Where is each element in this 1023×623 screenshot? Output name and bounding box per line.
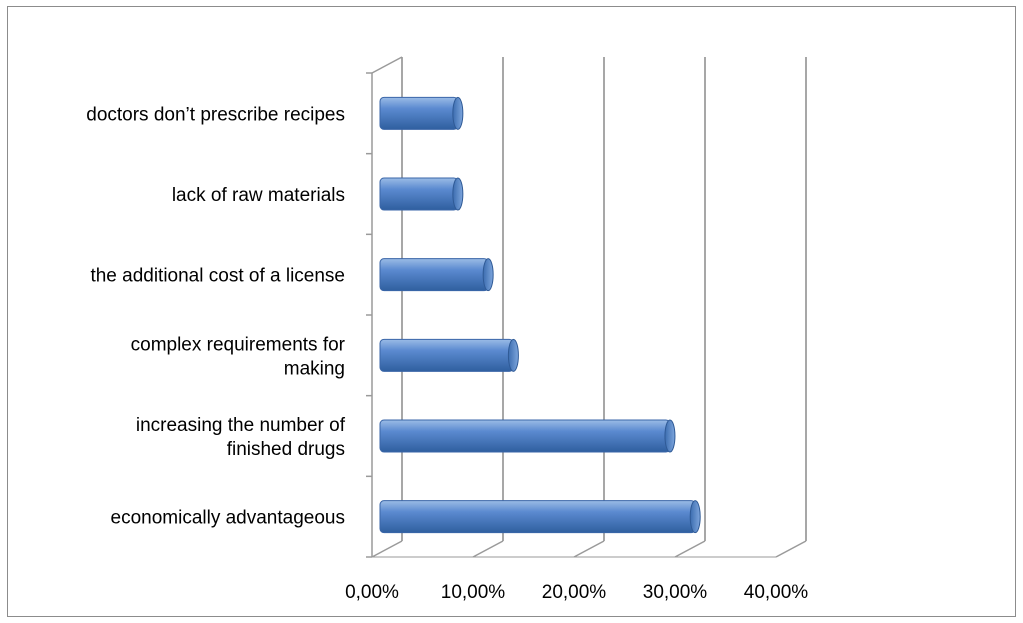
category-label: doctors don’t prescribe recipes bbox=[86, 104, 345, 125]
bar-body bbox=[379, 500, 696, 534]
axis-depth-top bbox=[371, 56, 403, 74]
floor-gridline bbox=[472, 540, 504, 558]
bar bbox=[379, 500, 701, 534]
floor-gridline bbox=[674, 540, 706, 558]
category-label: increasing the number of finished drugs bbox=[136, 415, 346, 460]
bar-cap bbox=[482, 258, 494, 292]
bar-cap bbox=[689, 500, 701, 534]
bar-cap bbox=[452, 96, 464, 130]
bar bbox=[379, 177, 464, 211]
x-tick-label: 10,00% bbox=[441, 582, 506, 603]
category-label: lack of raw materials bbox=[172, 185, 345, 206]
label-layer: 0,00% 10,00% 20,00% 30,00% 40,00% economicall… bbox=[86, 104, 808, 603]
x-tick-label: 30,00% bbox=[643, 582, 708, 603]
x-tick-label: 0,00% bbox=[345, 582, 399, 603]
bar-body bbox=[379, 419, 671, 453]
bar-body bbox=[379, 338, 514, 372]
bar bbox=[379, 419, 676, 453]
bar bbox=[379, 96, 464, 130]
bar-body bbox=[379, 96, 459, 130]
bar-cap bbox=[664, 419, 676, 453]
bar-layer bbox=[379, 96, 701, 534]
bar bbox=[379, 258, 494, 292]
floor-gridline bbox=[371, 540, 403, 558]
category-label: complex requirements for making bbox=[131, 334, 346, 379]
category-label: the additional cost of a license bbox=[90, 266, 345, 287]
floor-gridline bbox=[573, 540, 605, 558]
bar-body bbox=[379, 258, 489, 292]
grid-layer bbox=[371, 57, 807, 558]
x-tick-label: 20,00% bbox=[542, 582, 607, 603]
bar-body bbox=[379, 177, 459, 211]
bar-cap bbox=[507, 338, 519, 372]
x-tick-label: 40,00% bbox=[744, 582, 809, 603]
axis-layer bbox=[366, 56, 776, 558]
bar-cap bbox=[452, 177, 464, 211]
floor-gridline bbox=[775, 540, 807, 558]
bar bbox=[379, 338, 519, 372]
category-label: economically advantageous bbox=[111, 508, 346, 529]
